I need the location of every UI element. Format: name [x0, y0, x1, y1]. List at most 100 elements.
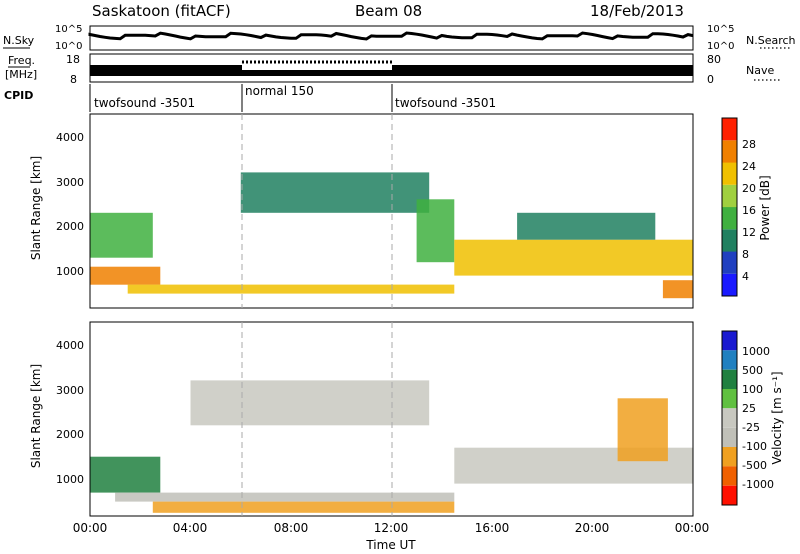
power-colorbar-swatch-4 [722, 184, 737, 208]
xtick-1600: 16:00 [475, 521, 510, 535]
x-axis-title: Time UT [365, 538, 416, 552]
nsky-tick-low: 10^0 [55, 41, 82, 52]
power-region-3 [240, 172, 430, 213]
nsky-trace [88, 31, 694, 41]
velocity-ytick-2000: 2000 [56, 428, 84, 441]
power-ylabel: Slant Range [km] [29, 156, 43, 260]
freq-label: Freq. [8, 54, 35, 67]
velocity-colorbar-swatch-1 [722, 350, 737, 370]
nsearch-label: N.Search [746, 34, 796, 47]
power-data [90, 172, 693, 299]
power-cbtick-8: 8 [742, 248, 749, 261]
date-title: 18/Feb/2013 [590, 2, 684, 20]
power-yticks: 1000 2000 3000 4000 [56, 131, 84, 278]
power-colorbar-swatch-2 [722, 229, 737, 252]
power-cbtick-12: 12 [742, 226, 756, 239]
freq-bar-2 [242, 70, 392, 76]
power-cbtick-24: 24 [742, 160, 756, 173]
freq-strip: Freq. [MHz] 18 8 80 0 Nave [5, 53, 780, 86]
velocity-cbtick-m100: -100 [742, 440, 767, 453]
x-axis: 00:00 04:00 08:00 12:00 16:00 20:00 00:0… [73, 521, 710, 552]
velocity-colorbar-swatch-7 [722, 466, 737, 486]
velocity-colorbar-swatch-6 [722, 447, 737, 467]
velocity-cbtick-m1000: -1000 [742, 478, 774, 491]
velocity-colorbar-title: Velocity [m s⁻¹] [770, 371, 784, 464]
velocity-ytick-4000: 4000 [56, 339, 84, 352]
xtick-1200: 12:00 [374, 521, 409, 535]
velocity-colorbar-ticks: 1000 500 100 25 -25 -100 -500 -1000 [742, 345, 774, 491]
velocity-region-2 [152, 501, 455, 513]
power-colorbar-swatch-3 [722, 207, 737, 230]
power-colorbar-swatch-6 [722, 140, 737, 163]
velocity-colorbar-swatch-3 [722, 389, 737, 409]
power-cbtick-4: 4 [742, 270, 749, 283]
xtick-2400: 00:00 [675, 521, 710, 535]
freq-bar-1 [90, 65, 242, 76]
velocity-colorbar [722, 331, 737, 505]
power-ytick-2000: 2000 [56, 220, 84, 233]
nsearch-tick-low: 10^0 [707, 41, 734, 52]
velocity-colorbar-swatch-5 [722, 427, 737, 447]
xtick-0000: 00:00 [73, 521, 108, 535]
cpid-segment-1: twofsound -3501 [94, 96, 195, 110]
velocity-region-5 [617, 398, 668, 462]
velocity-yticks: 1000 2000 3000 4000 [56, 339, 84, 486]
cpid-label: CPID [4, 89, 33, 102]
station-title: Saskatoon (fitACF) [92, 2, 231, 20]
power-cbtick-20: 20 [742, 182, 756, 195]
power-region-5 [454, 239, 693, 276]
power-colorbar-swatch-1 [722, 251, 737, 274]
velocity-region-3 [190, 380, 430, 426]
velocity-cbtick-500: 500 [742, 364, 763, 377]
power-ytick-4000: 4000 [56, 131, 84, 144]
freq-bar-3 [392, 65, 693, 76]
velocity-data [90, 380, 693, 513]
cpid-segment-3: twofsound -3501 [395, 96, 496, 110]
nsky-series [88, 31, 694, 41]
power-colorbar-frame [721, 117, 738, 297]
freq-tick-low: 8 [70, 73, 77, 86]
beam-title: Beam 08 [355, 2, 422, 20]
power-cbtick-28: 28 [742, 138, 756, 151]
power-region-6 [517, 212, 656, 240]
velocity-ytick-3000: 3000 [56, 384, 84, 397]
nave-tick-high: 80 [707, 53, 721, 66]
nsky-frame [89, 25, 694, 51]
power-colorbar-swatch-7 [722, 118, 737, 141]
nsky-strip: N.Sky 10^5 10^0 10^5 10^0 N.Search [3, 24, 796, 52]
power-ytick-1000: 1000 [56, 265, 84, 278]
velocity-colorbar-swatch-0 [722, 331, 737, 351]
cpid-strip: CPID twofsound -3501 normal 150 twofsoun… [4, 84, 496, 112]
velocity-cbtick-m25: -25 [742, 421, 760, 434]
power-region-0 [90, 266, 161, 285]
velocity-colorbar-frame [721, 330, 738, 506]
freq-tick-high: 18 [66, 53, 80, 66]
power-ytick-3000: 3000 [56, 176, 84, 189]
power-colorbar-title: Power [dB] [758, 175, 772, 240]
velocity-cbtick-25: 25 [742, 402, 756, 415]
velocity-cbtick-100: 100 [742, 383, 763, 396]
power-region-1 [90, 212, 153, 258]
power-colorbar-swatch-5 [722, 162, 737, 185]
xtick-0400: 04:00 [173, 521, 208, 535]
power-region-4 [416, 199, 455, 263]
nsky-label: N.Sky [3, 34, 35, 47]
power-region-7 [662, 280, 693, 299]
power-colorbar [722, 118, 737, 297]
power-colorbar-swatch-0 [722, 273, 737, 297]
velocity-region-0 [90, 456, 161, 493]
nsearch-tick-high: 10^5 [707, 24, 734, 35]
power-cbtick-16: 16 [742, 204, 756, 217]
velocity-colorbar-swatch-8 [722, 485, 737, 505]
nave-tick-low: 0 [707, 73, 714, 86]
power-panel: Slant Range [km] 1000 2000 3000 4000 4 8… [29, 113, 772, 309]
nave-label: Nave [746, 64, 774, 77]
cpid-segment-2: normal 150 [245, 84, 314, 98]
power-region-2 [127, 284, 455, 294]
freq-unit: [MHz] [5, 68, 37, 81]
velocity-cbtick-m500: -500 [742, 459, 767, 472]
nsky-tick-high: 10^5 [55, 24, 82, 35]
velocity-ytick-1000: 1000 [56, 473, 84, 486]
velocity-region-1 [115, 492, 455, 502]
